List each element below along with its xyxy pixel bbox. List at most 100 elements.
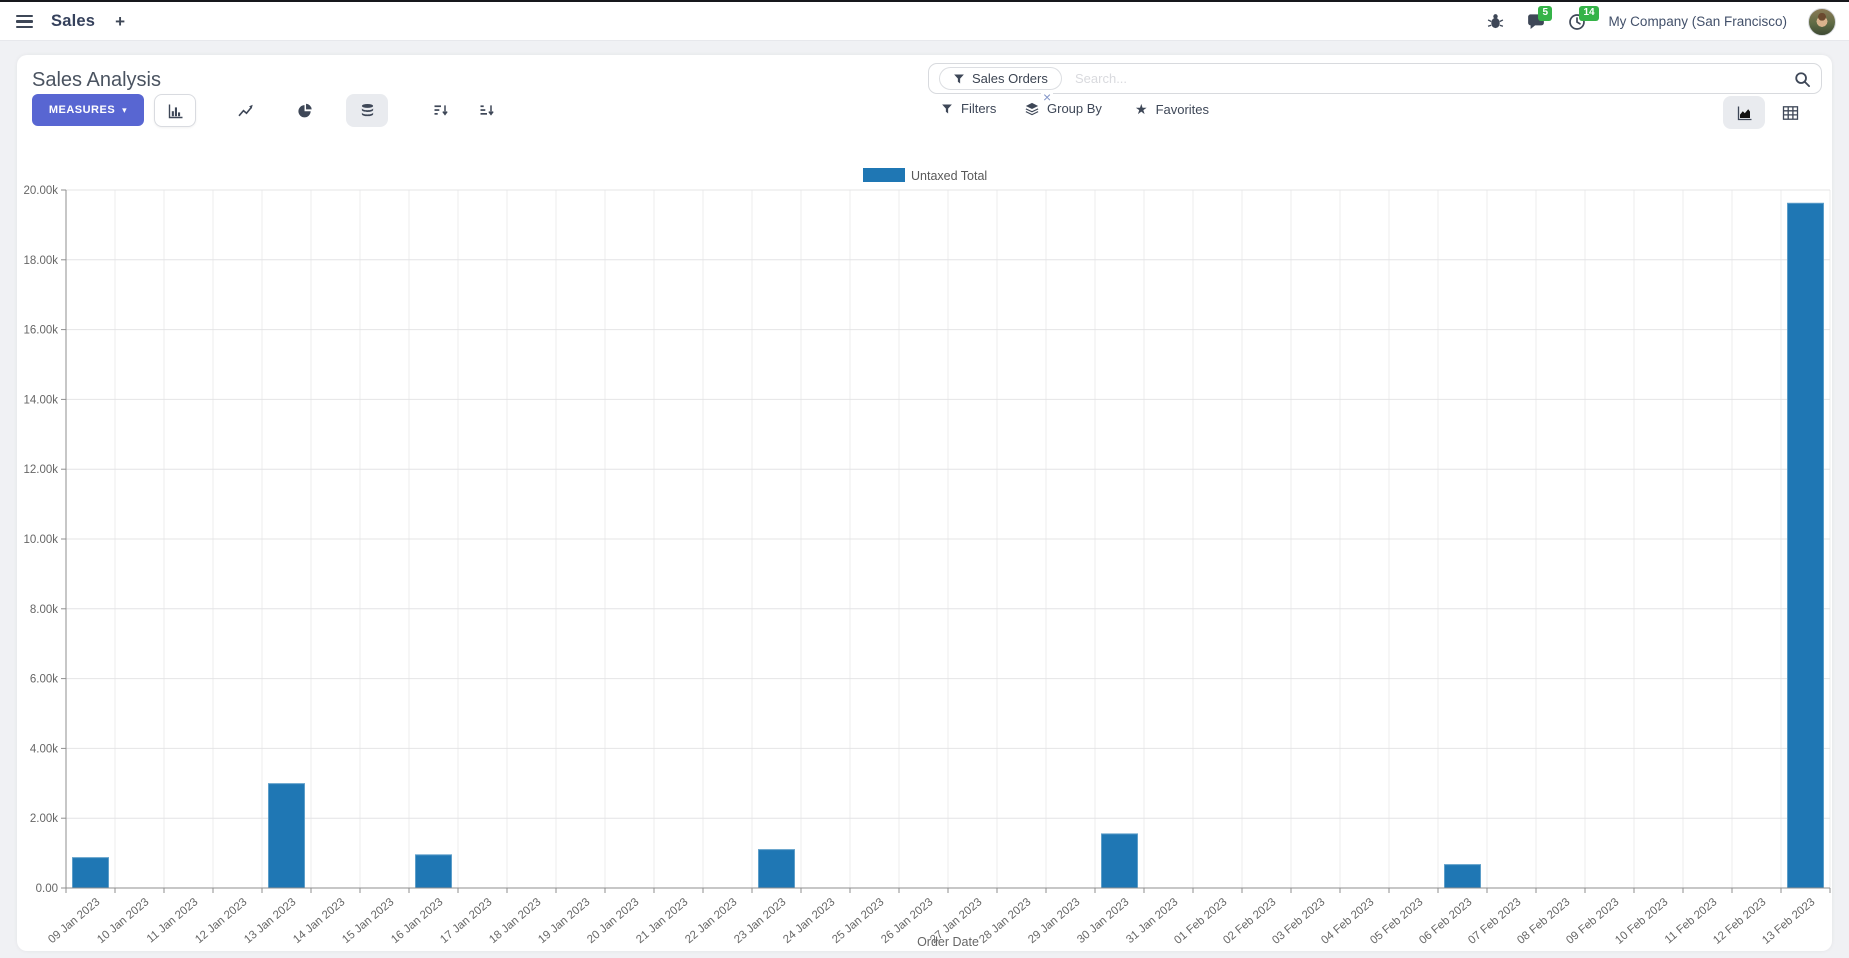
svg-text:28 Jan 2023: 28 Jan 2023 — [977, 896, 1033, 946]
svg-text:05 Feb 2023: 05 Feb 2023 — [1368, 896, 1425, 947]
bar-chart-icon — [168, 104, 182, 118]
svg-text:11 Jan 2023: 11 Jan 2023 — [145, 896, 201, 945]
sort-ascending-button[interactable] — [466, 94, 508, 127]
chart-bar[interactable] — [1787, 202, 1824, 889]
chart-bar[interactable] — [72, 857, 109, 889]
activities-badge: 14 — [1579, 5, 1599, 21]
messages-icon[interactable]: 5 — [1526, 5, 1552, 32]
legend-swatch[interactable] — [863, 168, 905, 182]
pie-chart-icon — [298, 103, 312, 117]
debug-bug-icon[interactable] — [1485, 12, 1505, 32]
svg-text:06 Feb 2023: 06 Feb 2023 — [1417, 896, 1474, 947]
search-bar[interactable]: Sales Orders × — [928, 63, 1822, 104]
svg-text:03 Feb 2023: 03 Feb 2023 — [1270, 896, 1327, 947]
svg-text:21 Jan 2023: 21 Jan 2023 — [634, 896, 690, 946]
svg-text:13 Feb 2023: 13 Feb 2023 — [1760, 896, 1817, 947]
content-card: Sales Analysis Sales Orders × MEASURES ▾ — [17, 55, 1832, 951]
group-by-label: Group By — [1047, 101, 1102, 116]
svg-text:04 Feb 2023: 04 Feb 2023 — [1319, 896, 1376, 947]
pivot-view-button[interactable] — [1769, 96, 1811, 129]
window-top-edge — [0, 0, 1849, 2]
svg-text:01 Feb 2023: 01 Feb 2023 — [1172, 896, 1229, 947]
measures-label: MEASURES — [48, 104, 116, 116]
legend-label: Untaxed Total — [911, 169, 987, 183]
svg-text:13 Jan 2023: 13 Jan 2023 — [242, 896, 298, 946]
svg-text:16 Jan 2023: 16 Jan 2023 — [389, 896, 445, 946]
svg-text:29 Jan 2023: 29 Jan 2023 — [1026, 896, 1082, 946]
svg-text:24 Jan 2023: 24 Jan 2023 — [781, 896, 837, 946]
filters-label: Filters — [961, 101, 997, 116]
filter-funnel-icon — [954, 74, 964, 83]
measures-button[interactable]: MEASURES ▾ — [32, 94, 144, 126]
navbar: Sales + 5 14 My Company (San Francisco) — [0, 2, 1849, 41]
svg-text:09 Feb 2023: 09 Feb 2023 — [1564, 896, 1621, 947]
plus-icon[interactable]: + — [115, 11, 126, 31]
svg-text:22 Jan 2023: 22 Jan 2023 — [683, 896, 739, 946]
chart-bar[interactable] — [415, 854, 452, 889]
svg-text:12 Feb 2023: 12 Feb 2023 — [1711, 896, 1768, 947]
svg-text:4.00k: 4.00k — [30, 743, 58, 755]
svg-text:10 Jan 2023: 10 Jan 2023 — [95, 896, 151, 946]
filters-menu[interactable]: Filters — [941, 101, 996, 116]
svg-text:16.00k: 16.00k — [23, 325, 58, 337]
app-name[interactable]: Sales — [51, 12, 96, 30]
sort-descending-icon — [434, 104, 448, 116]
facet-label: Sales Orders — [972, 71, 1048, 86]
svg-text:23 Jan 2023: 23 Jan 2023 — [732, 896, 788, 946]
svg-text:08 Feb 2023: 08 Feb 2023 — [1515, 896, 1572, 947]
chevron-down-icon: ▾ — [122, 104, 128, 115]
svg-text:10 Feb 2023: 10 Feb 2023 — [1613, 896, 1670, 947]
svg-text:17 Jan 2023: 17 Jan 2023 — [438, 896, 494, 946]
stacked-toggle-button[interactable] — [346, 94, 388, 127]
svg-text:18 Jan 2023: 18 Jan 2023 — [487, 896, 543, 946]
svg-text:02 Feb 2023: 02 Feb 2023 — [1221, 896, 1278, 947]
svg-text:2.00k: 2.00k — [30, 813, 58, 825]
bar-chart-button[interactable] — [154, 94, 196, 127]
avatar[interactable] — [1808, 7, 1836, 36]
sort-descending-button[interactable] — [420, 94, 462, 127]
svg-text:14.00k: 14.00k — [23, 394, 58, 406]
favorites-menu[interactable]: ★ Favorites — [1135, 101, 1209, 118]
facet-remove-icon[interactable]: × — [1041, 89, 1054, 105]
svg-text:12.00k: 12.00k — [23, 464, 58, 476]
chart-bar[interactable] — [1444, 864, 1481, 889]
line-chart-button[interactable] — [224, 94, 266, 127]
chart-bar[interactable] — [1101, 833, 1138, 889]
sales-analysis-bar-chart: 0.00 2.00k 4.00k 6.00k 8.00k 10.00k 12.00k 14.0… — [23, 168, 1831, 949]
svg-text:0.00: 0.00 — [36, 883, 58, 895]
svg-text:6.00k: 6.00k — [30, 674, 58, 686]
search-facet-sales-orders[interactable]: Sales Orders — [939, 67, 1062, 90]
svg-text:07 Feb 2023: 07 Feb 2023 — [1466, 896, 1523, 947]
chart-bar[interactable] — [268, 783, 305, 889]
x-axis-title: Order Date — [917, 935, 979, 949]
svg-text:10.00k: 10.00k — [23, 534, 58, 546]
group-by-menu[interactable]: Group By — [1025, 101, 1102, 116]
graph-view-button[interactable] — [1723, 96, 1765, 129]
svg-text:14 Jan 2023: 14 Jan 2023 — [291, 896, 347, 946]
search-icon[interactable] — [1794, 71, 1811, 93]
line-chart-icon — [237, 104, 253, 116]
svg-text:25 Jan 2023: 25 Jan 2023 — [830, 896, 886, 946]
svg-text:12 Jan 2023: 12 Jan 2023 — [193, 896, 249, 946]
layers-icon — [1025, 102, 1039, 115]
star-icon: ★ — [1135, 101, 1148, 117]
chart-bar[interactable] — [758, 849, 795, 889]
sort-ascending-icon — [480, 104, 494, 116]
svg-text:18.00k: 18.00k — [23, 255, 58, 267]
messages-badge: 5 — [1538, 5, 1552, 21]
pivot-table-icon — [1782, 105, 1798, 120]
activities-clock-icon[interactable]: 14 — [1567, 5, 1599, 32]
pie-chart-button[interactable] — [284, 94, 326, 127]
page-title: Sales Analysis — [32, 69, 161, 91]
svg-text:8.00k: 8.00k — [30, 604, 58, 616]
svg-text:19 Jan 2023: 19 Jan 2023 — [536, 896, 592, 946]
svg-text:15 Jan 2023: 15 Jan 2023 — [340, 896, 396, 946]
company-switcher[interactable]: My Company (San Francisco) — [1608, 14, 1787, 29]
svg-text:09 Jan 2023: 09 Jan 2023 — [46, 896, 102, 946]
svg-text:20.00k: 20.00k — [23, 185, 58, 197]
menu-icon[interactable] — [14, 11, 35, 32]
svg-text:30 Jan 2023: 30 Jan 2023 — [1075, 896, 1131, 946]
filter-funnel-icon — [942, 104, 952, 113]
svg-text:20 Jan 2023: 20 Jan 2023 — [585, 896, 641, 946]
search-input[interactable] — [1075, 64, 1695, 93]
